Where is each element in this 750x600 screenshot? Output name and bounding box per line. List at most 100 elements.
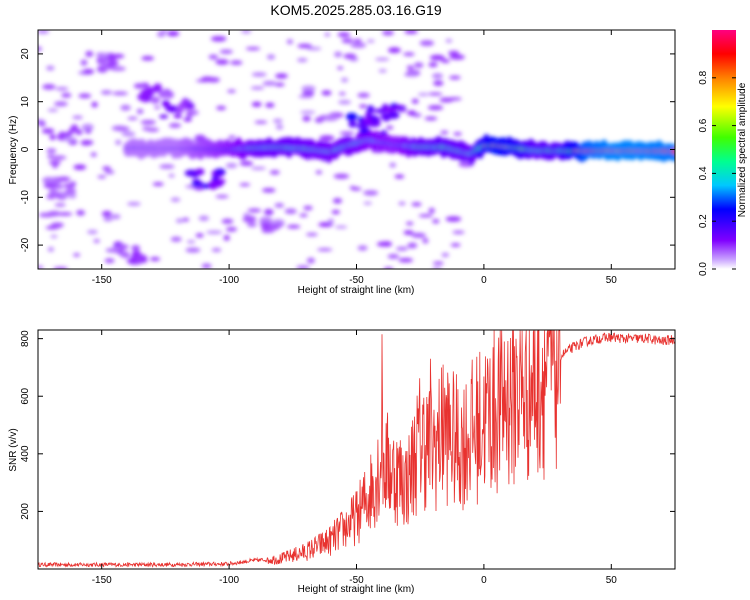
heat-cell [225,226,238,232]
heat-cell [305,232,318,237]
heat-cell [114,126,130,132]
heat-cell [111,214,121,220]
heat-cell [251,101,262,107]
snr-x-tick-label: 50 [606,575,618,586]
heat-cell [38,30,50,34]
colorbar-tick-label: 0.2 [698,214,709,228]
heat-cell [46,194,56,200]
heat-cell [131,245,141,251]
heat-cell [418,214,433,218]
colorbar-label: Normalized spectral amplitude [737,82,748,217]
heat-cell [334,225,348,229]
heat-cell [76,209,86,216]
heat-cells [38,30,675,269]
heat-cell [63,136,77,142]
heat-cell [375,57,390,61]
heat-cell [185,247,201,253]
heat-cell [175,108,183,114]
heat-cell [387,254,400,259]
heat-cell [275,73,288,79]
heat-cell [339,131,355,136]
heat-cell [428,207,435,214]
heat-cell [387,47,401,54]
heat-cell [61,92,72,98]
heat-cell [273,118,283,124]
heat-cell [404,30,418,34]
heat-cell [359,124,368,130]
heat-cell [262,80,277,86]
heat-cell [168,173,175,178]
spectrogram-x-tick-label: 0 [481,275,487,286]
snr-y-label: SNR (v/v) [8,428,19,471]
colorbar-tick-label: 0.0 [698,262,709,276]
heat-cell [201,263,212,269]
heat-cell [103,216,113,222]
heat-cell [191,172,199,178]
heat-cell [407,110,417,116]
heat-cell [78,93,92,99]
heat-cell [441,59,450,63]
heat-cell [350,42,367,49]
figure-title: KOM5.2025.285.03.16.G19 [270,2,441,18]
heat-cell [302,115,311,122]
snr-y-tick-label: 600 [20,387,31,404]
heat-cell [59,192,67,198]
heat-cell [348,119,357,128]
heat-cell [345,112,358,121]
heat-cell [403,230,414,235]
heat-cell [54,203,66,207]
snr-x-tick-label: 0 [481,575,487,586]
heat-cell [210,35,227,42]
heat-cell [452,230,465,234]
heat-cell [170,197,181,202]
heat-cell [286,224,301,229]
heat-cell [428,92,443,96]
snr-series-line [38,330,675,568]
heat-cell [159,164,175,169]
heat-cell [182,217,190,222]
heat-cell [250,86,265,90]
heat-cell [357,92,370,98]
heat-cell [392,104,407,111]
heat-cell [411,98,419,104]
heat-cell [225,162,238,169]
heat-cell [424,116,438,121]
heat-cell [46,65,55,71]
heat-cell [84,124,93,131]
heat-cell [80,59,88,66]
heat-cell [55,87,69,91]
heat-cell [332,198,343,204]
heat-cell [366,39,375,43]
heat-cell [38,46,43,52]
heat-cell [338,99,352,105]
heat-cell [53,101,68,107]
heat-cell [173,114,182,119]
snr-x-tick-label: -150 [92,575,112,586]
heat-cell [298,94,314,99]
heat-cell [670,144,675,162]
heat-cell [42,176,56,184]
heat-cell [445,38,453,43]
heat-cell [221,218,234,224]
heat-cell [411,232,426,238]
colorbar-gradient [712,30,736,269]
heat-cell [150,96,161,104]
heat-cell [161,100,171,108]
heat-cell [116,244,129,250]
heat-cell [315,170,323,175]
heat-cell [80,140,92,146]
heat-cell [406,65,414,70]
heat-cell [445,216,462,222]
spectrogram-x-label: Height of straight line (km) [298,285,415,296]
heat-cell [186,240,196,244]
spectrogram-x-tick-label: -150 [92,275,112,286]
heat-cell [112,91,129,96]
heat-cell [46,148,57,154]
heat-cell [254,120,268,124]
heat-cell [140,119,156,125]
heat-cell [166,30,180,37]
heat-cell [38,265,44,269]
heat-cell [47,210,61,217]
heat-cell [429,54,445,61]
